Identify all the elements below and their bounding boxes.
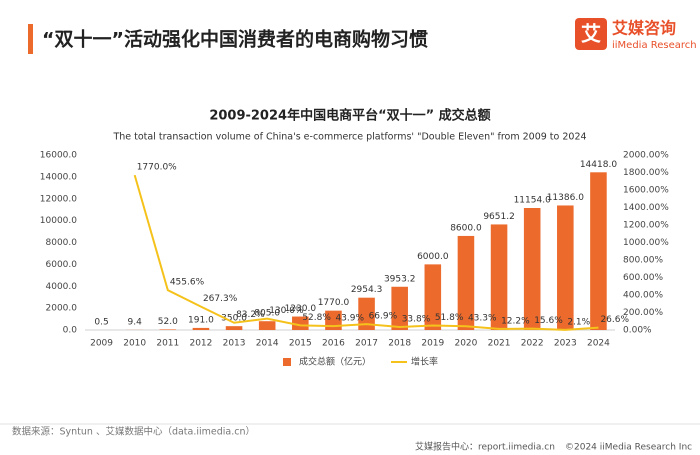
y2-tick-label: 400.00% bbox=[623, 291, 663, 301]
x-tick-label: 2013 bbox=[223, 339, 246, 349]
line-value-label: 51.8% bbox=[435, 313, 464, 323]
line-value-label: 130.0% bbox=[269, 306, 304, 316]
bar bbox=[358, 297, 375, 330]
bar bbox=[557, 205, 574, 330]
bar bbox=[391, 286, 408, 330]
logo-mark: 艾 bbox=[581, 22, 601, 46]
y2-tick-label: 600.00% bbox=[623, 273, 663, 283]
y-tick-label: 14000.0 bbox=[40, 172, 77, 182]
line-value-label: 12.2% bbox=[501, 316, 530, 326]
legend-swatch bbox=[283, 358, 291, 366]
bar bbox=[258, 321, 276, 330]
bar-value-label: 0.5 bbox=[94, 317, 108, 327]
bar-value-label: 3953.2 bbox=[384, 274, 416, 284]
chart-title: 2009-2024年中国电商平台“双十一” 成交总额 bbox=[209, 108, 490, 124]
x-tick-label: 2018 bbox=[388, 339, 411, 349]
bar bbox=[424, 264, 442, 330]
bar bbox=[490, 224, 508, 330]
line-value-label: 1770.0% bbox=[137, 163, 177, 173]
y2-tick-label: 800.00% bbox=[623, 256, 663, 266]
chart-subtitle: The total transaction volume of China's … bbox=[112, 132, 586, 143]
bar bbox=[159, 329, 177, 330]
x-tick-label: 2011 bbox=[156, 339, 179, 349]
x-tick-label: 2019 bbox=[421, 339, 444, 349]
x-tick-label: 2009 bbox=[90, 339, 113, 349]
x-tick-label: 2010 bbox=[123, 339, 146, 349]
growth-line bbox=[133, 174, 599, 331]
y2-tick-label: 1800.00% bbox=[623, 168, 669, 178]
x-tick-label: 2017 bbox=[355, 339, 378, 349]
x-tick-label: 2021 bbox=[488, 339, 511, 349]
bar bbox=[457, 235, 475, 330]
line-value-label: 26.6% bbox=[600, 315, 629, 325]
legend-label: 增长率 bbox=[411, 356, 438, 368]
y-tick-label: 12000.0 bbox=[40, 194, 77, 204]
report-site: 艾媒报告中心：report.iimedia.cn bbox=[415, 441, 555, 453]
page-title: “双十一”活动强化中国消费者的电商购物习惯 bbox=[42, 28, 428, 51]
bar-value-label: 9651.2 bbox=[483, 212, 515, 222]
y-tick-label: 6000.0 bbox=[46, 260, 78, 270]
y2-tick-label: 1400.00% bbox=[623, 203, 669, 213]
bar-value-label: 1230.0 bbox=[285, 304, 317, 314]
line-value-label: 66.9% bbox=[369, 312, 398, 322]
x-tick-label: 2023 bbox=[554, 339, 577, 349]
bar bbox=[523, 208, 541, 330]
line-value-label: 52.8% bbox=[302, 313, 331, 323]
bar-value-label: 11154.0 bbox=[514, 196, 551, 206]
bar bbox=[192, 327, 210, 330]
y-tick-label: 2000.0 bbox=[46, 304, 78, 314]
line-value-label: 2.1% bbox=[567, 317, 590, 327]
line-value-label: 83.2% bbox=[236, 310, 265, 320]
bar-value-label: 805.0 bbox=[254, 309, 280, 319]
logo-sub: iiMedia Research bbox=[612, 40, 697, 51]
y-tick-label: 0.0 bbox=[63, 326, 78, 336]
line-value-label: 33.8% bbox=[402, 315, 431, 325]
x-tick-label: 2015 bbox=[289, 339, 312, 349]
bar-value-label: 6000.0 bbox=[417, 252, 449, 262]
bar-value-label: 1770.0 bbox=[318, 298, 350, 308]
x-tick-label: 2012 bbox=[189, 339, 212, 349]
bar-value-label: 191.0 bbox=[188, 315, 214, 325]
line-value-label: 43.9% bbox=[335, 314, 364, 324]
x-tick-label: 2016 bbox=[322, 339, 345, 349]
bar bbox=[292, 316, 309, 330]
y-tick-label: 8000.0 bbox=[46, 238, 78, 248]
x-tick-label: 2014 bbox=[256, 339, 279, 349]
legend-label: 成交总额（亿元） bbox=[299, 356, 371, 368]
y2-tick-label: 1000.00% bbox=[623, 238, 669, 248]
y2-tick-label: 1200.00% bbox=[623, 221, 669, 231]
bar bbox=[590, 172, 607, 330]
bar-value-label: 14418.0 bbox=[580, 160, 617, 170]
title-accent bbox=[28, 24, 33, 54]
line-value-label: 43.3% bbox=[468, 314, 497, 324]
logo-icon bbox=[575, 18, 607, 50]
x-tick-label: 2020 bbox=[454, 339, 477, 349]
y2-tick-label: 1600.00% bbox=[623, 186, 669, 196]
bar bbox=[225, 326, 243, 330]
logo-name: 艾媒咨询 bbox=[612, 19, 676, 38]
x-tick-label: 2022 bbox=[521, 339, 544, 349]
y2-tick-label: 2000.00% bbox=[623, 151, 669, 161]
bar-value-label: 52.0 bbox=[158, 317, 178, 327]
y-tick-label: 4000.0 bbox=[46, 282, 78, 292]
bar-value-label: 8600.0 bbox=[450, 223, 482, 233]
copyright: ©2024 iiMedia Research Inc bbox=[565, 443, 692, 453]
x-tick-label: 2024 bbox=[587, 339, 610, 349]
line-value-label: 15.6% bbox=[534, 316, 563, 326]
y2-tick-label: 200.00% bbox=[623, 308, 663, 318]
bar-value-label: 2954.3 bbox=[351, 285, 383, 295]
y-tick-label: 16000.0 bbox=[40, 151, 77, 161]
line-value-label: 267.3% bbox=[203, 294, 238, 304]
bar-value-label: 350.0 bbox=[221, 314, 247, 324]
source: 数据来源：Syntun 、艾媒数据中心（data.iimedia.cn） bbox=[12, 426, 255, 438]
y-tick-label: 10000.0 bbox=[40, 216, 77, 226]
y2-tick-label: 0.00% bbox=[623, 326, 652, 336]
bar-value-label: 11386.0 bbox=[547, 193, 584, 203]
line-value-label: 455.6% bbox=[170, 278, 205, 288]
bar-value-label: 9.4 bbox=[128, 317, 143, 327]
